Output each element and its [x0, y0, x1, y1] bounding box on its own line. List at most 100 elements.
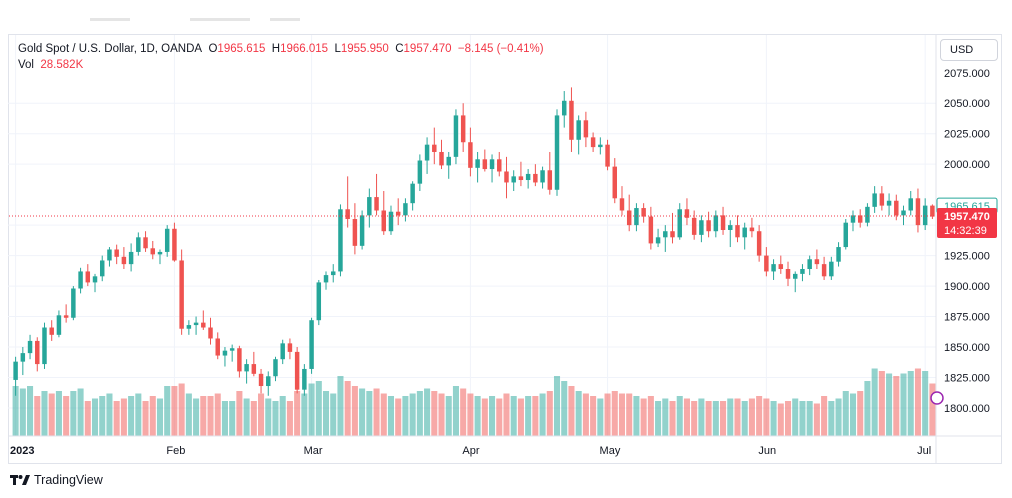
- volume-bar: [582, 393, 589, 436]
- time-axis[interactable]: 2023 Feb Mar Apr May Jun Jul: [10, 445, 931, 457]
- candle-body: [655, 237, 661, 244]
- candle-body: [439, 151, 444, 166]
- candle-body: [71, 288, 76, 318]
- candle: [164, 225, 170, 257]
- candle-body: [367, 197, 372, 216]
- candle-body: [201, 322, 206, 328]
- candle: [107, 247, 112, 267]
- candle: [677, 203, 682, 240]
- candle: [63, 304, 69, 323]
- volume-bar: [387, 396, 395, 436]
- candle-body: [460, 115, 466, 143]
- candle-body: [865, 206, 870, 223]
- candle-body: [872, 193, 877, 207]
- candle: [143, 231, 148, 252]
- candle: [266, 371, 271, 396]
- candle-body: [92, 276, 98, 283]
- volume-bar: [914, 368, 921, 436]
- volume-bars: [12, 368, 936, 436]
- candle: [446, 151, 451, 179]
- candle: [237, 345, 242, 378]
- candle: [208, 317, 213, 345]
- candle: [554, 109, 560, 196]
- volume-bar: [568, 386, 575, 436]
- volume-bar: [784, 401, 792, 436]
- candle: [410, 181, 415, 211]
- candle: [930, 204, 935, 220]
- volume-bar: [193, 398, 200, 436]
- volume-bar: [561, 381, 568, 436]
- candle: [330, 264, 336, 283]
- candle-body: [771, 264, 776, 272]
- volume-bar: [756, 396, 763, 436]
- candle-body: [237, 348, 242, 372]
- candle: [136, 232, 141, 256]
- current-price-label: 1957.470 14:32:39: [937, 208, 997, 239]
- volume-bar: [698, 398, 705, 436]
- candle: [756, 225, 762, 262]
- volume-bar: [70, 391, 77, 436]
- candle-body: [612, 166, 618, 199]
- candle: [576, 115, 581, 155]
- y-tick-label: 1900.000: [944, 281, 990, 293]
- candle: [626, 194, 632, 232]
- candle: [872, 186, 877, 213]
- volume-bar: [149, 396, 156, 436]
- candle-body: [533, 173, 538, 183]
- volume-bar: [315, 381, 322, 436]
- candle: [915, 188, 921, 233]
- candle-body: [504, 171, 509, 183]
- candle: [229, 344, 235, 362]
- tradingview-branding[interactable]: TradingView: [10, 473, 103, 487]
- candle-body: [345, 209, 350, 220]
- candle: [504, 156, 509, 199]
- candle-body: [540, 170, 545, 183]
- volume-bar: [842, 391, 849, 436]
- candle: [244, 359, 249, 384]
- grid-lines: [8, 35, 936, 436]
- candle-body: [258, 373, 264, 387]
- volume-bar: [243, 398, 250, 436]
- candle-body: [323, 275, 329, 283]
- candle: [179, 249, 184, 335]
- candle-body: [756, 231, 762, 256]
- volume-label[interactable]: Vol: [18, 59, 34, 71]
- candle-body: [410, 183, 415, 204]
- volume-bar: [34, 396, 41, 436]
- volume-bar: [286, 401, 293, 436]
- scale-mode-icon[interactable]: [930, 391, 944, 405]
- volume-bar: [770, 401, 777, 436]
- volume-bar: [922, 371, 929, 436]
- candle: [497, 151, 502, 177]
- candle-body: [886, 200, 892, 206]
- candle: [367, 188, 372, 228]
- candle-body: [287, 343, 293, 352]
- x-tick-label: Apr: [462, 445, 479, 457]
- volume-bar: [532, 396, 539, 436]
- volume-bar: [48, 393, 55, 436]
- candle-body: [569, 100, 574, 140]
- volume-bar: [250, 401, 257, 436]
- current-price-text: 1957.470: [944, 211, 990, 223]
- volume-bar: [63, 396, 70, 436]
- volume-bar: [618, 393, 626, 436]
- price-axis[interactable]: 1800.000 1825.000 1850.000 1875.000 1900.000…: [944, 68, 990, 415]
- currency-button[interactable]: USD: [940, 39, 998, 61]
- candle-body: [35, 340, 40, 365]
- volume-bar: [878, 371, 885, 436]
- symbol-title[interactable]: Gold Spot / U.S. Dollar, 1D, OANDA: [18, 43, 203, 55]
- candle-body: [432, 144, 437, 152]
- current-price-box: [937, 208, 997, 239]
- candle: [699, 215, 704, 243]
- volume-bar: [647, 396, 654, 436]
- candle: [172, 222, 177, 262]
- volume-bar: [171, 386, 178, 436]
- volume-bar: [351, 386, 358, 436]
- candles: [13, 87, 935, 396]
- volume-bar: [683, 398, 690, 436]
- candle-body: [497, 159, 502, 172]
- volume-bar: [510, 396, 517, 436]
- candle-body: [381, 210, 387, 232]
- volume-bar: [77, 388, 84, 436]
